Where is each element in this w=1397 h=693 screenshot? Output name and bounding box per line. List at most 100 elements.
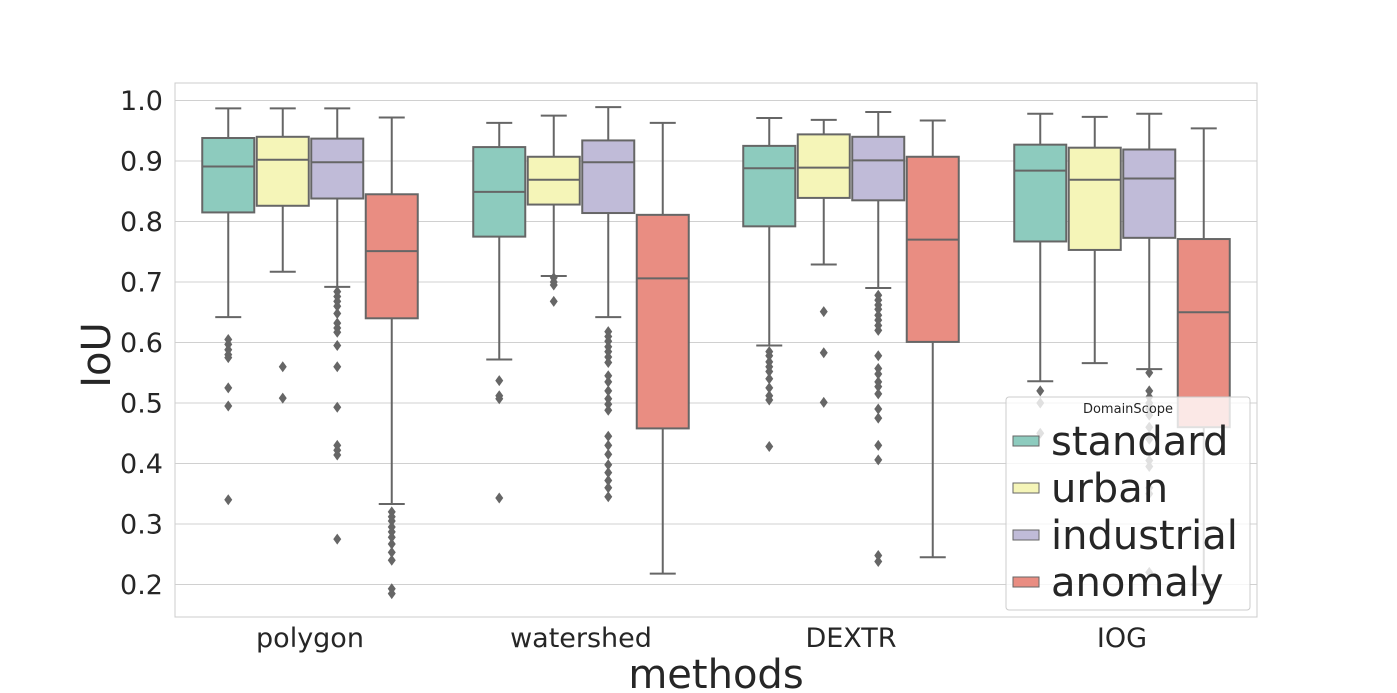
box-urban-polygon <box>255 107 310 404</box>
box-standard-DEXTR <box>742 117 797 453</box>
outlier-point <box>278 361 287 373</box>
box-urban-IOG <box>1067 115 1122 365</box>
outlier-point <box>495 375 504 387</box>
y-tick-label: 1.0 <box>120 86 163 117</box>
outlier-point <box>874 350 883 362</box>
legend-frame <box>1005 396 1251 611</box>
y-tick-label: 0.7 <box>120 268 163 299</box>
outlier-point <box>604 467 613 479</box>
outlier-point <box>765 366 774 378</box>
x-tick-label: watershed <box>510 623 652 654</box>
outlier-point <box>604 448 613 460</box>
outlier-point <box>333 449 342 461</box>
outlier-point <box>604 370 613 382</box>
box-iqr <box>1067 146 1122 251</box>
box-iqr <box>635 213 690 430</box>
outlier-point <box>765 382 774 394</box>
x-axis-title: methods <box>628 652 803 693</box>
box-industrial-watershed <box>581 106 636 503</box>
box-iqr <box>796 133 851 199</box>
y-axis-ticks: 0.2 0.3 0.4 0.5 0.6 0.7 0.8 0.9 1.0 <box>120 86 163 601</box>
outlier-point <box>604 474 613 486</box>
box-iqr <box>1176 238 1231 429</box>
outlier-point <box>387 554 396 566</box>
outlier-point <box>874 454 883 466</box>
outlier-point <box>765 441 774 453</box>
outlier-point <box>278 392 287 404</box>
box-industrial-DEXTR <box>851 110 906 568</box>
outlier-point <box>604 356 613 368</box>
legend-swatch-anomaly <box>1012 576 1040 588</box>
outlier-point <box>333 307 342 319</box>
x-tick-label: IOG <box>1097 623 1147 654</box>
outlier-point <box>333 340 342 352</box>
outlier-point <box>819 396 828 408</box>
outlier-point <box>387 546 396 558</box>
outlier-point <box>604 439 613 451</box>
box-industrial-polygon <box>310 107 365 545</box>
box-anomaly-watershed <box>635 121 690 575</box>
box-iqr <box>581 139 636 215</box>
legend-swatch-standard <box>1012 435 1040 447</box>
box-standard-polygon <box>201 107 256 506</box>
outlier-point <box>224 352 233 364</box>
outlier-point <box>604 404 613 416</box>
outlier-point <box>604 385 613 397</box>
outlier-point <box>819 306 828 318</box>
x-tick-label: polygon <box>256 623 364 654</box>
box-iqr <box>1013 143 1068 243</box>
outlier-point <box>765 350 774 362</box>
outlier-point <box>604 398 613 410</box>
outlier-point <box>874 388 883 400</box>
box-iqr <box>201 137 256 214</box>
y-axis-title: IoU <box>74 322 120 388</box>
box-iqr <box>1122 148 1177 239</box>
outlier-point <box>224 382 233 394</box>
box-urban-DEXTR <box>796 118 851 408</box>
outlier-point <box>765 373 774 385</box>
y-tick-label: 0.6 <box>120 328 163 359</box>
legend-label-urban: urban <box>1051 466 1168 512</box>
legend-title: DomainScope <box>1083 402 1173 417</box>
outlier-point <box>604 491 613 503</box>
outlier-point <box>1145 367 1154 379</box>
y-tick-label: 0.4 <box>120 449 163 480</box>
outlier-point <box>387 538 396 550</box>
outlier-point <box>874 556 883 568</box>
box-iqr <box>851 135 906 202</box>
outlier-point <box>604 459 613 471</box>
outlier-point <box>333 401 342 413</box>
x-tick-label: DEXTR <box>805 623 896 654</box>
outlier-point <box>333 361 342 373</box>
outlier-point <box>333 533 342 545</box>
outlier-point <box>224 494 233 506</box>
y-tick-label: 0.8 <box>120 207 163 238</box>
outlier-point <box>549 295 558 307</box>
y-tick-label: 0.5 <box>120 389 163 420</box>
legend-label-anomaly: anomaly <box>1051 560 1224 606</box>
outlier-point <box>387 531 396 543</box>
box-iqr <box>364 193 419 320</box>
outlier-point <box>874 549 883 561</box>
box-iqr <box>255 135 310 207</box>
outlier-point <box>549 279 558 291</box>
outlier-point <box>874 303 883 315</box>
box-iqr <box>310 137 365 200</box>
outlier-point <box>604 376 613 388</box>
box-iqr <box>905 155 960 343</box>
outlier-point <box>1036 385 1045 397</box>
outlier-point <box>874 324 883 336</box>
box-anomaly-DEXTR <box>905 119 960 559</box>
y-tick-label: 0.2 <box>120 570 163 601</box>
outlier-point <box>604 482 613 494</box>
outlier-point <box>387 588 396 600</box>
legend-label-standard: standard <box>1051 419 1228 465</box>
outlier-point <box>874 381 883 393</box>
outlier-point <box>819 347 828 359</box>
box-anomaly-polygon <box>364 116 419 600</box>
x-axis-ticks: polygon watershed DEXTR IOG <box>256 623 1147 654</box>
outlier-point <box>1145 385 1154 397</box>
outlier-point <box>224 400 233 412</box>
outlier-point <box>604 430 613 442</box>
